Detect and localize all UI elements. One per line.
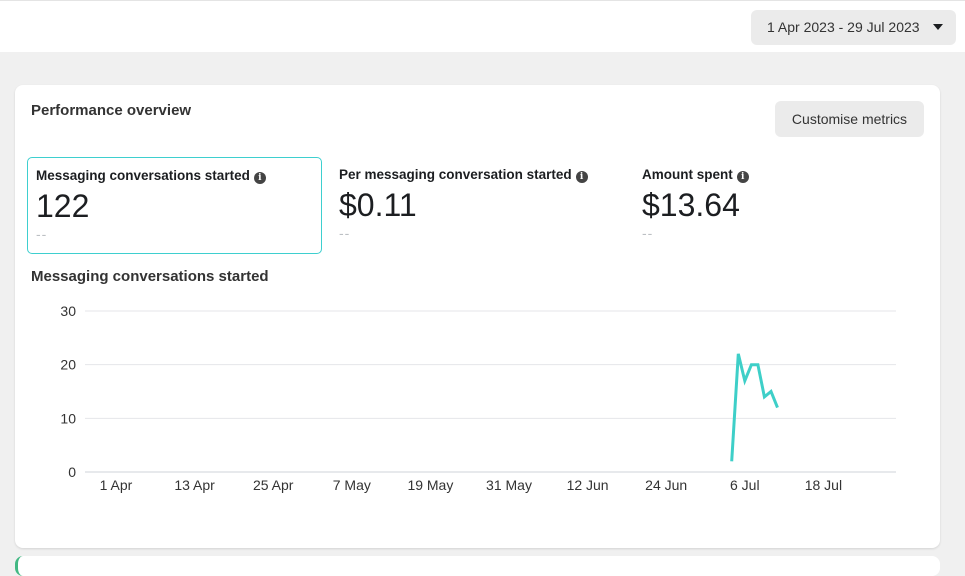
metric-value: 122 [36,188,90,224]
metric-label-text: Amount spent [642,167,733,182]
chart-title: Messaging conversations started [31,268,269,285]
metric-comparison: -- [36,226,48,242]
metric-value: $13.64 [642,187,740,223]
metric-value: $0.11 [339,187,417,223]
card-title: Performance overview [31,102,192,119]
metric-label-text: Messaging conversations started [36,168,250,183]
caret-down-icon [933,24,943,30]
metric-amount-spent[interactable]: Amount spent i $13.64 -- [634,157,929,254]
metric-cost-per-conversation[interactable]: Per messaging conversation started i $0.1… [331,157,626,254]
metric-label: Messaging conversations started i [36,168,266,184]
info-icon[interactable]: i [736,171,749,183]
customise-metrics-button[interactable]: Customise metrics [775,101,924,137]
next-card-edge [15,556,940,576]
top-bar: 1 Apr 2023 - 29 Jul 2023 [0,0,965,52]
metric-comparison: -- [642,225,654,241]
date-range-label: 1 Apr 2023 - 29 Jul 2023 [767,19,920,35]
date-range-picker[interactable]: 1 Apr 2023 - 29 Jul 2023 [751,10,956,45]
info-icon[interactable]: i [575,171,588,183]
metric-comparison: -- [339,225,351,241]
metric-label-text: Per messaging conversation started [339,167,572,182]
metric-messaging-conversations[interactable]: Messaging conversations started i 122 -- [27,157,322,254]
metric-label: Per messaging conversation started i [339,167,588,183]
metric-label: Amount spent i [642,167,749,183]
info-icon[interactable]: i [253,172,266,184]
performance-overview-card: Performance overview Customise metrics M… [15,85,940,548]
